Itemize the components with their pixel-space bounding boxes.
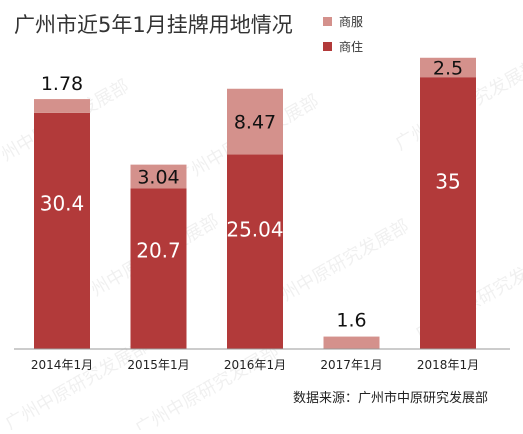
bar-residential-label-5: 35: [435, 169, 460, 193]
bar-residential-3: [227, 154, 283, 349]
bar-commercial-label-2: 3.04: [137, 166, 179, 188]
bar-residential-1: [34, 112, 90, 349]
x-tick-label-4: 2017年1月: [320, 358, 382, 372]
bar-commercial-5: [420, 57, 476, 78]
bar-commercial-label-1: 1.78: [41, 73, 83, 95]
bar-residential-5: [420, 77, 476, 349]
bar-residential-label-3: 25.04: [226, 217, 283, 241]
source-note: 数据来源：广州市中原研究发展部: [293, 390, 488, 406]
chart-title: 广州市近5年1月挂牌用地情况: [14, 13, 293, 37]
legend-label-1: 商服: [339, 14, 363, 29]
bar-commercial-3: [227, 88, 283, 155]
bar-residential-label-1: 30.4: [40, 192, 85, 216]
bar-commercial-1: [34, 99, 90, 113]
x-tick-labels: 2014年1月 2015年1月 2016年1月 2017年1月 2018年1月: [31, 358, 479, 372]
bar-commercial-label-4: 1.6: [336, 310, 366, 332]
watermark-text: 广州中原研究发展部: [132, 341, 283, 430]
bar-commercial-label-5: 2.5: [433, 57, 463, 79]
bar-residential-2: [130, 188, 187, 349]
x-tick-label-3: 2016年1月: [224, 358, 286, 372]
bar-commercial-4: [323, 336, 380, 349]
x-tick-label-1: 2014年1月: [31, 358, 93, 372]
x-tick-label-2: 2015年1月: [127, 358, 189, 372]
watermark-text: 广州中原研究发展部: [262, 216, 413, 315]
legend-label-2: 商住: [339, 39, 363, 54]
bar-residential-label-2: 20.7: [136, 238, 181, 262]
x-tick-label-5: 2018年1月: [417, 358, 479, 372]
bar-commercial-label-3: 8.47: [234, 112, 276, 134]
watermark-text: 广州中原研究发展部: [2, 336, 153, 430]
legend-swatch-1: [323, 17, 332, 26]
bars-layer: 30.4 1.78 20.7 3.04 25.04 8.47 1.6 35 2.5: [34, 57, 476, 349]
legend-swatch-2: [323, 42, 332, 51]
bar-commercial-2: [130, 164, 187, 189]
